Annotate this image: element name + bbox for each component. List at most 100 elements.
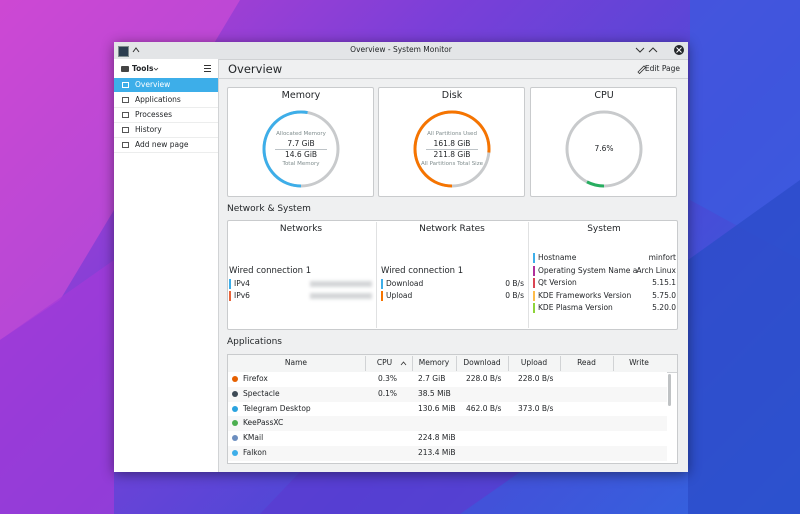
table-row[interactable] (228, 446, 667, 461)
edit-icon (637, 65, 647, 75)
sidebar-separator (114, 107, 218, 108)
total-value: 14.6 GiB (284, 150, 318, 159)
sidebar-icon (122, 127, 129, 133)
sidebar (114, 59, 219, 472)
total-value: 211.8 GiB (433, 150, 471, 159)
column-header[interactable]: Download (463, 358, 501, 367)
header-separator (218, 78, 688, 79)
app-icon (118, 46, 129, 57)
app-icon (232, 390, 238, 397)
tools-menu[interactable]: Tools (132, 64, 154, 73)
column-header[interactable]: CPU (376, 358, 393, 367)
app-icon (232, 450, 238, 456)
row-label: Download (386, 279, 424, 288)
sidebar-icon (122, 142, 129, 148)
legend-bar (533, 278, 535, 288)
column-header[interactable]: Write (629, 358, 649, 367)
ring-arc (413, 110, 491, 188)
app-name: Firefox (243, 374, 268, 383)
wallpaper-shape (688, 180, 800, 514)
column-separator (365, 356, 366, 371)
legend-bar (533, 253, 535, 263)
column-separator (560, 356, 561, 371)
cell-value: 130.6 MiB (418, 403, 456, 413)
table-row[interactable] (228, 386, 667, 402)
sidebar-item[interactable]: Add new page (135, 140, 189, 149)
table-row[interactable] (228, 431, 667, 447)
redacted-address (310, 293, 372, 299)
legend-bar (229, 279, 231, 289)
column-header[interactable]: Memory (418, 358, 450, 367)
app-icon (232, 435, 238, 442)
row-label: Hostname (538, 253, 577, 262)
edit-page-button[interactable]: Edit Page (644, 64, 680, 73)
cell-value: 0.1% (378, 388, 398, 398)
section-title: Network & System (227, 204, 311, 214)
row-value: minfort (648, 253, 676, 262)
connection-name: Wired connection 1 (381, 266, 464, 276)
legend-bar (381, 279, 383, 289)
ring-divider (275, 149, 327, 150)
column-header[interactable]: Upload (520, 358, 548, 367)
redacted-address (310, 281, 372, 287)
legend-bar (533, 265, 535, 276)
sidebar-item[interactable]: Applications (135, 95, 181, 104)
row-label: IPv6 (234, 291, 250, 300)
column-separator (508, 356, 509, 371)
sidebar-item[interactable]: Processes (135, 110, 172, 119)
cell-value: 228.0 B/s (518, 374, 554, 383)
sidebar-icon (122, 97, 129, 103)
row-label: Upload (386, 291, 413, 300)
used-value: 161.8 GiB (433, 139, 471, 148)
card (378, 87, 525, 197)
cell-value: 0.3% (378, 374, 398, 383)
row-label: KDE Frameworks Version (538, 290, 632, 300)
app-icon (232, 420, 238, 427)
legend-bar (381, 291, 383, 301)
cell-value: 213.4 MiB (418, 448, 456, 457)
column-header[interactable]: Name (284, 358, 308, 367)
row-label: IPv4 (234, 279, 250, 288)
app-name: Telegram Desktop (243, 403, 311, 413)
table-row[interactable] (228, 416, 667, 432)
sidebar-item[interactable]: History (135, 125, 162, 134)
cell-value: 228.0 B/s (466, 374, 502, 383)
row-label: Operating System Name an... (538, 265, 638, 275)
app-name: KeePassXC (243, 418, 284, 428)
column-header[interactable]: Read (577, 358, 596, 367)
wallpaper-shape (0, 260, 114, 514)
app-icon (232, 405, 238, 412)
used-value: 7.7 GiB (287, 139, 315, 148)
row-value: Arch Linux (636, 265, 676, 275)
column-separator (456, 356, 457, 371)
row-label: KDE Plasma Version (538, 303, 613, 312)
app-name: KMail (243, 433, 264, 443)
ring-arc (262, 110, 340, 188)
connection-name: Wired connection 1 (229, 266, 312, 276)
sort-indicator (400, 361, 407, 366)
column-separator (613, 356, 614, 371)
sidebar-selection (114, 78, 218, 92)
cell-value: 462.0 B/s (466, 403, 502, 413)
card-title: System (587, 224, 621, 234)
card-title: Networks (279, 224, 323, 234)
sidebar-item[interactable]: Overview (135, 80, 171, 89)
table-row[interactable] (228, 372, 667, 387)
close-icon (676, 47, 682, 53)
row-value: 5.75.0 (652, 290, 676, 300)
card-title: Network Rates (419, 224, 485, 234)
keep-above-button (132, 47, 140, 53)
cell-value: 38.5 MiB (418, 388, 451, 398)
card-title: CPU (594, 90, 614, 101)
panel (227, 220, 678, 330)
window-title: Overview - System Monitor (350, 45, 452, 54)
minimize-button (635, 47, 645, 53)
table-row[interactable] (228, 401, 667, 417)
ring-caption: All Partitions Used (427, 131, 477, 137)
scrollbar-thumb (668, 374, 671, 406)
legend-bar (229, 291, 231, 301)
sidebar-icon (122, 82, 129, 88)
dropdown-arrow (153, 67, 159, 71)
